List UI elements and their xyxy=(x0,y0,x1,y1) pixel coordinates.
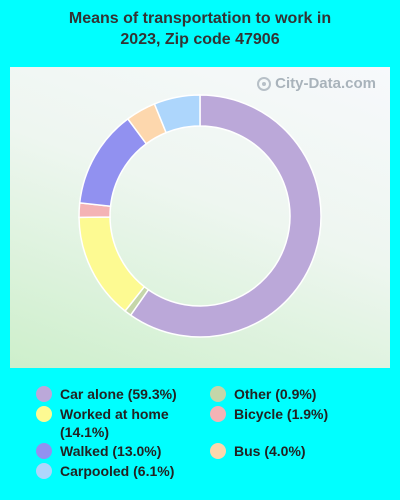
legend: Car alone (59.3%) Worked at home (14.1%) W… xyxy=(0,385,400,495)
legend-swatch xyxy=(210,406,226,422)
legend-item-worked-at-home: Worked at home (14.1%) xyxy=(36,405,185,441)
legend-swatch xyxy=(36,463,52,479)
legend-swatch xyxy=(36,406,52,422)
watermark: City-Data.com xyxy=(257,75,376,92)
legend-item-bus: Bus (4.0%) xyxy=(210,442,306,460)
legend-item-car-alone: Car alone (59.3%) xyxy=(36,385,177,403)
magnifier-icon xyxy=(257,76,272,91)
legend-label: Worked at home (14.1%) xyxy=(60,406,169,440)
legend-swatch xyxy=(210,386,226,402)
chart-title-line2: 2023, Zip code 47906 xyxy=(120,31,280,48)
legend-item-bicycle: Bicycle (1.9%) xyxy=(210,405,328,423)
legend-swatch xyxy=(36,443,52,459)
donut-slice-worked-at-home[interactable] xyxy=(78,216,146,313)
chart-title-line1: Means of transportation to work in xyxy=(68,10,332,27)
legend-item-other: Other (0.9%) xyxy=(210,385,316,403)
plot-area: City-Data.com xyxy=(10,67,390,368)
legend-label: Other (0.9%) xyxy=(234,386,317,402)
legend-label: Bicycle (1.9%) xyxy=(234,406,329,422)
legend-label: Walked (13.0%) xyxy=(60,443,162,459)
legend-label: Carpooled (6.1%) xyxy=(60,463,175,479)
legend-swatch xyxy=(210,443,226,459)
legend-item-walked: Walked (13.0%) xyxy=(36,442,161,460)
donut-slice-carpooled[interactable] xyxy=(153,94,201,134)
watermark-text: City-Data.com xyxy=(275,75,376,92)
donut-slice-car-alone[interactable] xyxy=(129,94,322,338)
chart-title: Means of transportation to work in 2023,… xyxy=(0,8,400,50)
legend-label: Bus (4.0%) xyxy=(234,443,306,459)
donut-slice-walked[interactable] xyxy=(78,117,148,208)
legend-label: Car alone (59.3%) xyxy=(60,386,177,402)
legend-swatch xyxy=(36,386,52,402)
donut-chart xyxy=(78,94,322,338)
legend-item-carpooled: Carpooled (6.1%) xyxy=(36,462,174,480)
